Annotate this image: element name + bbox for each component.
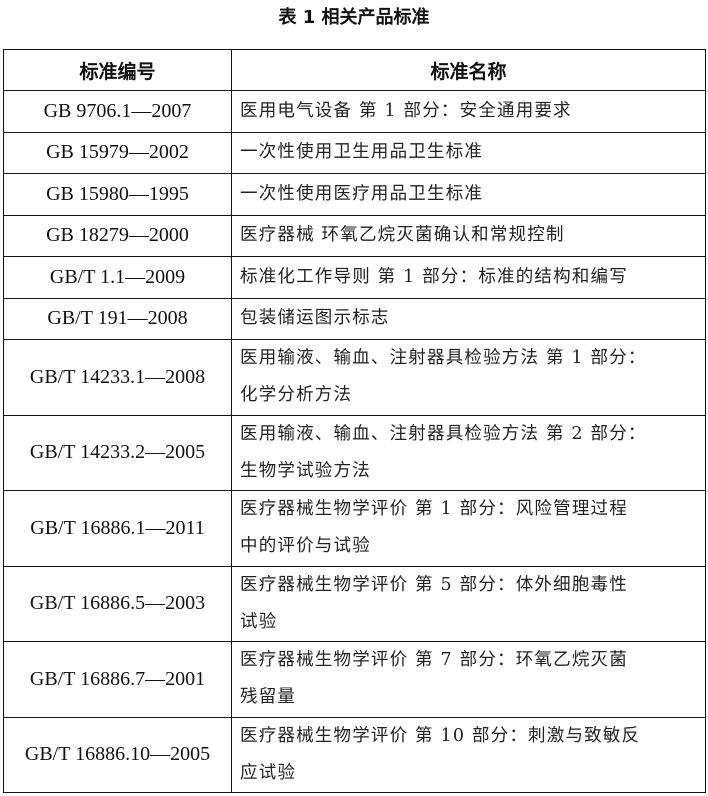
standard-name: 标准化工作导则 第 1 部分：标准的结构和编写: [231, 256, 706, 299]
table-row: GB/T 1.1—2009 标准化工作导则 第 1 部分：标准的结构和编写: [3, 256, 706, 299]
table-row: GB 15979—2002 一次性使用卫生用品卫生标准: [3, 131, 706, 174]
standard-name-line: 医疗器械生物学评价 第 5 部分：体外细胞毒性: [240, 574, 628, 595]
standard-code: GB 18279—2000: [3, 214, 232, 257]
standard-code: GB 15979—2002: [3, 131, 232, 174]
header-standard-code: 标准编号: [3, 49, 232, 91]
standards-table: 标准编号 标准名称 GB 9706.1—2007 医用电气设备 第 1 部分：安全…: [3, 49, 706, 793]
standard-code: GB 9706.1—2007: [3, 90, 232, 133]
table-title: 表 1 相关产品标准: [278, 7, 430, 28]
table-row: GB/T 14233.1—2008 医用输液、输血、注射器具检验方法 第 1 部分…: [3, 339, 706, 416]
standard-name-line: 医疗器械 环氧乙烷灭菌确认和常规控制: [240, 225, 565, 246]
standard-name-line: 中的评价与试验: [240, 536, 371, 557]
standard-name-line: 生物学试验方法: [240, 460, 371, 481]
table-row: GB/T 191—2008 包装储运图示标志: [3, 297, 706, 340]
standard-name-line: 医用输液、输血、注射器具检验方法 第 2 部分：: [240, 423, 647, 444]
standard-name: 医疗器械生物学评价 第 1 部分：风险管理过程 中的评价与试验: [231, 490, 706, 567]
standard-name-line: 医疗器械生物学评价 第 7 部分：环氧乙烷灭菌: [240, 650, 628, 671]
standard-code: GB/T 16886.10—2005: [3, 716, 232, 793]
header-standard-name: 标准名称: [231, 49, 706, 91]
standard-code: GB/T 16886.5—2003: [3, 565, 232, 642]
table-row: GB 18279—2000 医疗器械 环氧乙烷灭菌确认和常规控制: [3, 214, 706, 257]
standard-code: GB/T 14233.1—2008: [3, 339, 232, 416]
standard-name: 包装储运图示标志: [231, 297, 706, 340]
standard-name-line: 医用输液、输血、注射器具检验方法 第 1 部分：: [240, 348, 647, 369]
table-row: GB 15980—1995 一次性使用医疗用品卫生标准: [3, 173, 706, 216]
standard-name-line: 化学分析方法: [240, 385, 353, 406]
standard-name: 一次性使用医疗用品卫生标准: [231, 173, 706, 216]
standard-name-line: 医疗器械生物学评价 第 1 部分：风险管理过程: [240, 499, 628, 520]
table-row: GB 9706.1—2007 医用电气设备 第 1 部分：安全通用要求: [3, 90, 706, 133]
standard-name: 医疗器械生物学评价 第 5 部分：体外细胞毒性 试验: [231, 565, 706, 642]
standard-code: GB/T 16886.7—2001: [3, 641, 232, 718]
standard-code: GB/T 1.1—2009: [3, 256, 232, 299]
standard-name: 医疗器械 环氧乙烷灭菌确认和常规控制: [231, 214, 706, 257]
standard-name-line: 应试验: [240, 762, 297, 783]
standard-code: GB/T 14233.2—2005: [3, 414, 232, 491]
standard-code: GB/T 16886.1—2011: [3, 490, 232, 567]
standard-name-line: 残留量: [240, 687, 297, 708]
standard-name-line: 一次性使用医疗用品卫生标准: [240, 183, 484, 204]
table-row: GB/T 14233.2—2005 医用输液、输血、注射器具检验方法 第 2 部分…: [3, 414, 706, 491]
table-row: GB/T 16886.7—2001 医疗器械生物学评价 第 7 部分：环氧乙烷灭菌…: [3, 641, 706, 718]
standard-name: 一次性使用卫生用品卫生标准: [231, 131, 706, 174]
standard-name-line: 试验: [240, 611, 278, 632]
table-header-row: 标准编号 标准名称: [3, 49, 706, 91]
table-row: GB/T 16886.5—2003 医疗器械生物学评价 第 5 部分：体外细胞毒性…: [3, 565, 706, 642]
standard-name-line: 一次性使用卫生用品卫生标准: [240, 142, 484, 163]
standard-name-line: 医疗器械生物学评价 第 10 部分：刺激与致敏反: [240, 725, 641, 746]
standard-name: 医用输液、输血、注射器具检验方法 第 2 部分： 生物学试验方法: [231, 414, 706, 491]
standard-code: GB/T 191—2008: [3, 297, 232, 340]
standard-name: 医用输液、输血、注射器具检验方法 第 1 部分： 化学分析方法: [231, 339, 706, 416]
table-body: GB 9706.1—2007 医用电气设备 第 1 部分：安全通用要求 GB 159…: [3, 90, 706, 793]
table-row: GB/T 16886.1—2011 医疗器械生物学评价 第 1 部分：风险管理过程…: [3, 490, 706, 567]
standard-name: 医用电气设备 第 1 部分：安全通用要求: [231, 90, 706, 133]
standard-name: 医疗器械生物学评价 第 7 部分：环氧乙烷灭菌 残留量: [231, 641, 706, 718]
table-row: GB/T 16886.10—2005 医疗器械生物学评价 第 10 部分：刺激与致…: [3, 716, 706, 793]
standard-name-line: 标准化工作导则 第 1 部分：标准的结构和编写: [240, 266, 628, 287]
standard-name-line: 包装储运图示标志: [240, 308, 390, 329]
standard-code: GB 15980—1995: [3, 173, 232, 216]
standard-name: 医疗器械生物学评价 第 10 部分：刺激与致敏反 应试验: [231, 716, 706, 793]
standard-name-line: 医用电气设备 第 1 部分：安全通用要求: [240, 100, 572, 121]
